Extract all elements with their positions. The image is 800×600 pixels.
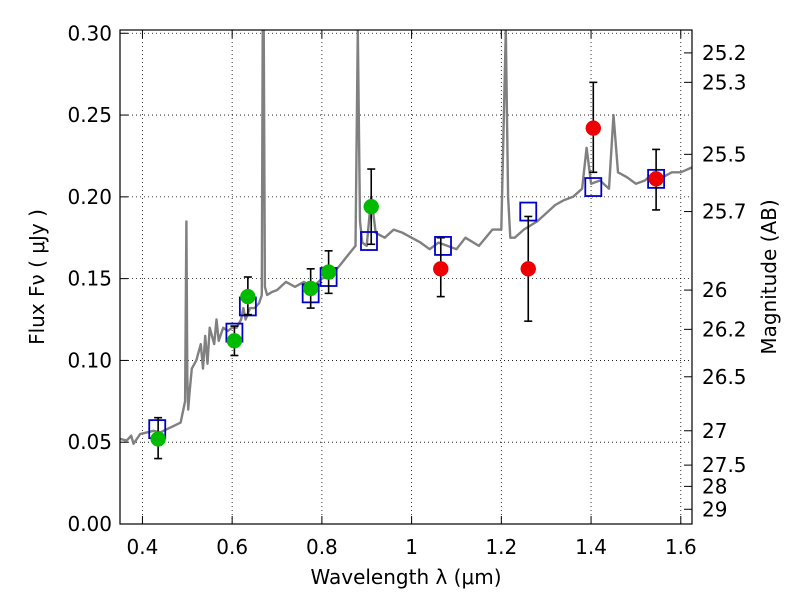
x-tick-label: 0.6	[216, 535, 248, 559]
right-tick-label: 25.3	[702, 70, 747, 94]
x-tick-label: 1.2	[485, 535, 517, 559]
axes-frame	[119, 29, 693, 525]
right-tick-label: 25.7	[702, 200, 747, 224]
right-tick-label: 28	[702, 474, 727, 498]
model-square-marker	[584, 177, 603, 197]
right-tick-label: 26	[702, 278, 727, 302]
green-data-point	[226, 333, 243, 349]
green-data-point	[302, 280, 319, 297]
right-tick-label: 26.2	[702, 317, 747, 341]
y-tick-label: 0.00	[67, 512, 112, 536]
red-data-point	[648, 171, 664, 187]
model-square-marker	[360, 231, 378, 251]
right-tick-label: 25.5	[702, 142, 747, 166]
x-tick-label: 1.4	[575, 535, 607, 559]
plot-area-background	[120, 30, 692, 524]
right-tick-label: 27.5	[702, 453, 747, 477]
y-tick-label: 0.25	[67, 103, 112, 127]
x-tick-label: 1	[405, 535, 418, 559]
right-tick-label: 27	[702, 419, 727, 443]
x-axis-title: Wavelength λ (μm)	[310, 565, 501, 589]
y-tick-label: 0.10	[67, 348, 112, 372]
axes	[119, 29, 693, 525]
red-data-point	[433, 261, 449, 277]
red-data-point	[520, 261, 537, 277]
x-tick-label: 0.4	[127, 535, 159, 559]
green-data-point	[150, 431, 166, 447]
tick-labels: 0.4 0.6 0.8 1 1.2 1.4 1.6 0.00 0.05 0.10 0.15 0.20 0…	[67, 21, 746, 559]
model-square-marker	[434, 236, 452, 256]
green-data-point	[240, 288, 256, 305]
green-data-point	[363, 198, 379, 215]
right-axis-title: Magnitude (AB)	[757, 199, 781, 354]
y-tick-label: 0.05	[67, 430, 112, 454]
y-axis-title: Flux Fν ( μJy )	[25, 209, 49, 345]
right-tick-label: 25.2	[702, 41, 747, 65]
green-data-point	[320, 264, 337, 280]
x-tick-label: 1.6	[665, 535, 697, 559]
y-tick-label: 0.20	[67, 185, 112, 209]
x-tick-label: 0.8	[306, 535, 338, 559]
plot-area	[120, 30, 692, 460]
y-tick-label: 0.30	[67, 21, 112, 45]
right-tick-label: 26.5	[702, 365, 747, 389]
red-data-point	[585, 120, 602, 136]
y-tick-label: 0.15	[67, 267, 112, 291]
right-tick-label: 29	[702, 497, 727, 521]
